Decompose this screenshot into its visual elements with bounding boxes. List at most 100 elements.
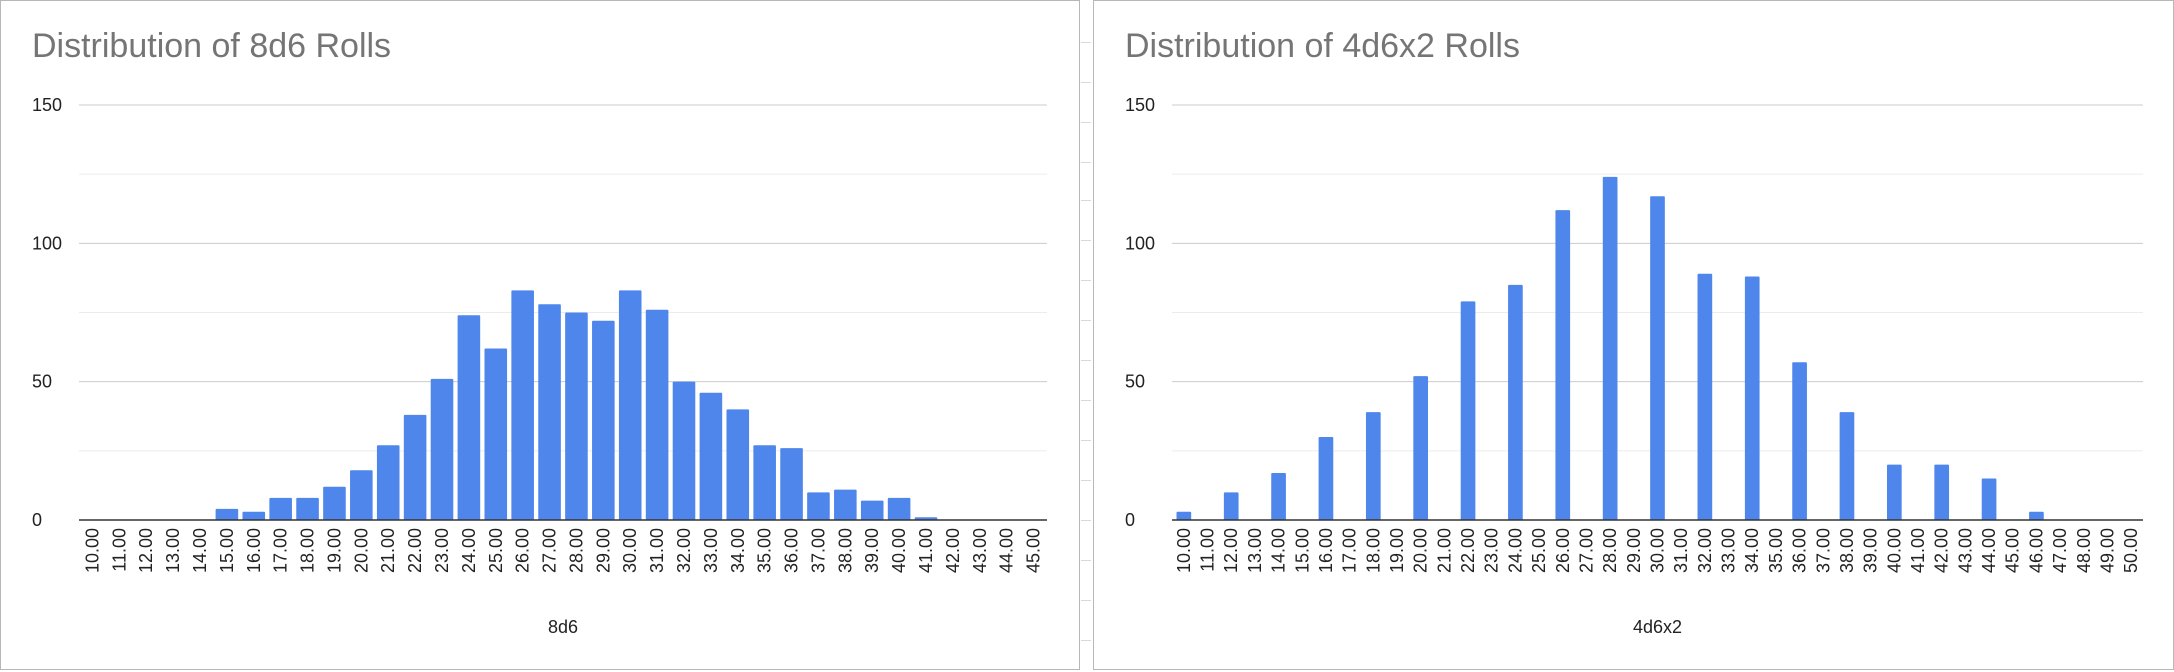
bar-16.00[interactable] bbox=[242, 511, 266, 520]
bar-18.00[interactable] bbox=[296, 497, 319, 520]
bar-32.00[interactable] bbox=[1697, 273, 1713, 520]
bar-27.00[interactable] bbox=[538, 304, 561, 520]
bar-21.00[interactable] bbox=[376, 445, 400, 520]
bar-39.00[interactable] bbox=[860, 500, 884, 520]
y-tick-label: 50 bbox=[1125, 372, 1145, 392]
x-tick-label: 50.00 bbox=[2121, 528, 2141, 573]
bar-36.00[interactable] bbox=[780, 448, 803, 520]
x-tick-label: 26.00 bbox=[513, 528, 533, 573]
bar-26.00[interactable] bbox=[511, 290, 534, 520]
bar-12.00[interactable] bbox=[1223, 492, 1239, 520]
x-tick-label: 39.00 bbox=[862, 528, 882, 573]
x-tick-label: 33.00 bbox=[701, 528, 721, 573]
chart-title: Distribution of 8d6 Rolls bbox=[32, 27, 392, 65]
bar-24.00[interactable] bbox=[457, 315, 481, 520]
bar-18.00[interactable] bbox=[1365, 412, 1381, 520]
x-tick-label: 40.00 bbox=[1884, 528, 1904, 573]
x-tick-label: 11.00 bbox=[1198, 528, 1218, 572]
bar-19.00[interactable] bbox=[323, 486, 346, 520]
bar-25.00[interactable] bbox=[484, 348, 508, 520]
x-tick-label: 38.00 bbox=[835, 528, 855, 573]
bar-14.00[interactable] bbox=[1271, 472, 1286, 520]
x-tick-label: 29.00 bbox=[593, 528, 613, 573]
x-tick-label: 45.00 bbox=[1024, 528, 1044, 573]
divider-tick bbox=[1081, 400, 1091, 401]
bar-22.00[interactable] bbox=[403, 414, 427, 520]
divider-tick bbox=[1081, 280, 1091, 281]
x-tick-label: 14.00 bbox=[1269, 528, 1289, 573]
x-tick-label: 34.00 bbox=[1742, 528, 1762, 573]
bar-35.00[interactable] bbox=[753, 445, 776, 520]
bar-42.00[interactable] bbox=[1934, 464, 1950, 520]
divider-tick bbox=[1081, 360, 1091, 361]
x-tick-label: 43.00 bbox=[1955, 528, 1975, 573]
bar-30.00[interactable] bbox=[1650, 196, 1665, 521]
y-tick-label: 0 bbox=[1125, 510, 1135, 530]
bar-46.00[interactable] bbox=[2029, 511, 2044, 520]
bar-29.00[interactable] bbox=[592, 320, 615, 520]
divider-tick bbox=[1081, 520, 1091, 521]
bar-40.00[interactable] bbox=[1886, 464, 1902, 520]
x-tick-label: 27.00 bbox=[540, 528, 560, 573]
bar-26.00[interactable] bbox=[1555, 210, 1571, 520]
bar-31.00[interactable] bbox=[645, 309, 669, 520]
bar-20.00[interactable] bbox=[1413, 376, 1429, 520]
x-tick-label: 44.00 bbox=[997, 528, 1017, 573]
bar-23.00[interactable] bbox=[430, 378, 454, 520]
y-tick-label: 50 bbox=[32, 372, 52, 392]
x-tick-label: 36.00 bbox=[782, 528, 802, 573]
divider-tick bbox=[1081, 320, 1091, 321]
bar-15.00[interactable] bbox=[215, 508, 239, 520]
bar-37.00[interactable] bbox=[807, 492, 830, 520]
x-tick-label: 17.00 bbox=[1340, 528, 1360, 573]
bar-17.00[interactable] bbox=[269, 497, 292, 520]
bar-28.00[interactable] bbox=[565, 312, 588, 521]
x-tick-label: 12.00 bbox=[136, 528, 156, 573]
bar-40.00[interactable] bbox=[887, 497, 911, 520]
x-tick-label: 16.00 bbox=[244, 528, 264, 573]
bar-38.00[interactable] bbox=[834, 489, 857, 520]
bar-20.00[interactable] bbox=[350, 470, 373, 520]
panel-divider bbox=[1080, 0, 1093, 672]
x-tick-label: 43.00 bbox=[970, 528, 990, 573]
bar-24.00[interactable] bbox=[1508, 284, 1523, 520]
bar-22.00[interactable] bbox=[1460, 301, 1476, 520]
x-tick-label: 15.00 bbox=[217, 528, 237, 573]
bar-32.00[interactable] bbox=[672, 381, 696, 520]
x-tick-label: 25.00 bbox=[486, 528, 506, 573]
bar-10.00[interactable] bbox=[1176, 511, 1192, 520]
x-tick-label: 32.00 bbox=[1695, 528, 1715, 573]
y-tick-label: 0 bbox=[32, 510, 42, 530]
divider-tick bbox=[1081, 42, 1091, 43]
chart-panel-4d6x2[interactable]: Distribution of 4d6x2 Rolls 0 50 100 150 10.… bbox=[1093, 0, 2174, 670]
x-tick-label: 25.00 bbox=[1529, 528, 1549, 573]
x-tick-label: 23.00 bbox=[1482, 528, 1502, 573]
x-tick-label: 32.00 bbox=[674, 528, 694, 573]
x-axis-title: 4d6x2 bbox=[1633, 617, 1682, 637]
bar-34.00[interactable] bbox=[726, 409, 750, 520]
chart-panel-8d6[interactable]: Distribution of 8d6 Rolls 0 50 100 150 10.00… bbox=[0, 0, 1080, 670]
x-tick-label: 19.00 bbox=[1387, 528, 1407, 573]
x-tick-label: 18.00 bbox=[1363, 528, 1383, 573]
x-tick-label: 17.00 bbox=[271, 528, 291, 573]
bar-30.00[interactable] bbox=[618, 290, 642, 520]
divider-tick bbox=[1081, 640, 1091, 641]
bar-16.00[interactable] bbox=[1318, 437, 1334, 520]
bar-28.00[interactable] bbox=[1602, 176, 1618, 520]
x-tick-label: 19.00 bbox=[324, 528, 344, 573]
bar-34.00[interactable] bbox=[1744, 276, 1760, 520]
bar-44.00[interactable] bbox=[1981, 478, 1997, 521]
x-tick-label: 41.00 bbox=[1908, 528, 1928, 573]
bar-36.00[interactable] bbox=[1792, 362, 1807, 520]
x-tick-label: 41.00 bbox=[916, 528, 936, 573]
x-tick-label: 28.00 bbox=[1600, 528, 1620, 573]
bar-38.00[interactable] bbox=[1839, 412, 1855, 520]
x-tick-label: 42.00 bbox=[943, 528, 963, 573]
x-tick-label: 49.00 bbox=[2097, 528, 2117, 573]
x-tick-label: 20.00 bbox=[351, 528, 371, 573]
x-tick-label: 22.00 bbox=[1458, 528, 1478, 573]
x-tick-label: 30.00 bbox=[1648, 528, 1668, 573]
divider-tick bbox=[1081, 82, 1091, 83]
bar-33.00[interactable] bbox=[699, 392, 723, 520]
